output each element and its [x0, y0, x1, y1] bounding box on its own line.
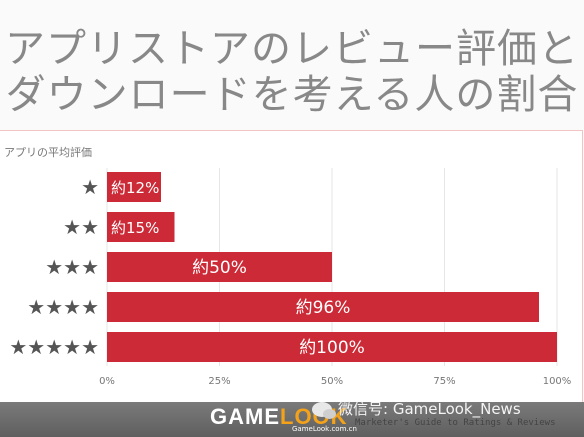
- logo-subtext: GameLook.com.cn: [292, 425, 357, 433]
- chart-title-line-2: ダウンロードを考える人の割合: [5, 72, 579, 118]
- y-axis-title: アプリの平均評価: [4, 146, 92, 159]
- x-tick-label: 0%: [99, 376, 115, 387]
- bar: [107, 252, 332, 282]
- chart-title-line-1: アプリストアのレビュー評価と: [5, 26, 579, 72]
- x-tick-label: 25%: [208, 376, 230, 387]
- data-label: 約100%: [299, 338, 365, 358]
- bar: [107, 212, 175, 242]
- logo-part-1: GAME: [210, 404, 280, 429]
- watermark-bar: [0, 402, 584, 437]
- category-label: ★★★★: [27, 295, 99, 319]
- wechat-watermark: 微信号: GameLook_News: [312, 398, 521, 419]
- bar: [107, 332, 557, 362]
- data-label: 約50%: [192, 258, 247, 278]
- category-label: ★★: [63, 215, 99, 239]
- wechat-icon: [312, 402, 336, 419]
- data-label: 約96%: [296, 298, 351, 318]
- x-tick-label: 75%: [433, 376, 455, 387]
- category-label: ★★★: [45, 255, 99, 279]
- data-label: 約15%: [111, 219, 159, 237]
- x-tick-label: 50%: [321, 376, 343, 387]
- category-label: ★: [81, 175, 99, 199]
- bar: [107, 172, 161, 202]
- wechat-id: 微信号: GameLook_News: [338, 400, 521, 418]
- category-label: ★★★★★: [9, 335, 99, 359]
- x-tick-label: 100%: [543, 376, 572, 387]
- bar: [107, 292, 539, 322]
- data-label: 約12%: [111, 179, 159, 197]
- source-text: Marketer's Guide to Ratings & Reviews: [355, 418, 556, 428]
